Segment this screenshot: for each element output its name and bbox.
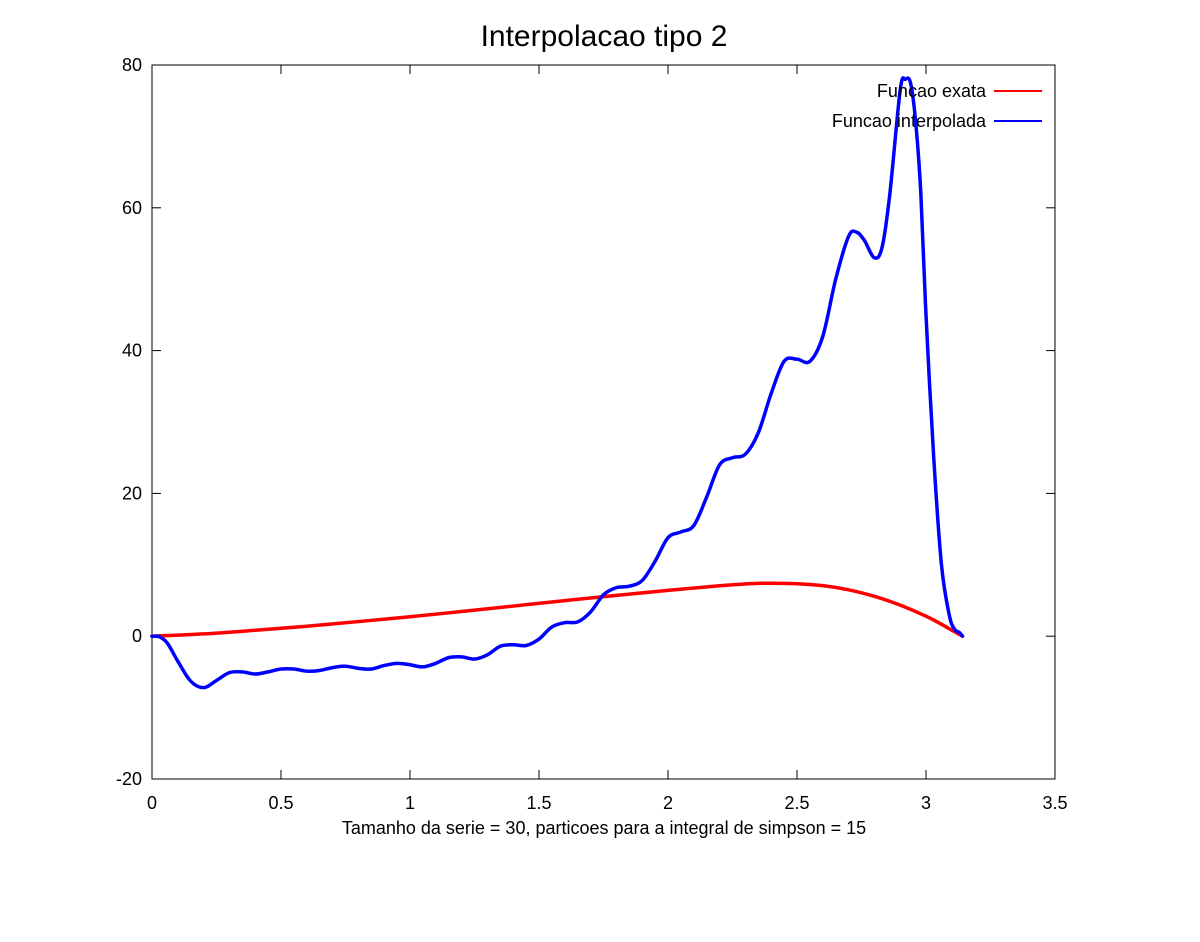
plot-lines (150, 76, 965, 690)
y-tick-label: 60 (122, 198, 142, 218)
y-tick-label: -20 (116, 769, 142, 789)
x-tick-label: 2.5 (784, 793, 809, 813)
x-axis-label: Tamanho da serie = 30, particoes para a … (342, 818, 866, 838)
series-funcao-interpolada-line (150, 76, 965, 690)
x-tick-label: 0.5 (268, 793, 293, 813)
x-tick-label: 1.5 (526, 793, 551, 813)
y-tick-label: 80 (122, 55, 142, 75)
x-tick-label: 3 (921, 793, 931, 813)
chart-title: Interpolacao tipo 2 (481, 20, 728, 53)
plot-frame (151, 64, 1056, 780)
legend-label: Funcao interpolada (832, 111, 987, 131)
y-tick-label: 20 (122, 483, 142, 503)
x-tick-label: 2 (663, 793, 673, 813)
x-tick-label: 0 (147, 793, 157, 813)
legend: Funcao exata Funcao interpolada (832, 81, 1042, 131)
y-tick-label: 0 (132, 626, 142, 646)
x-tick-label: 3.5 (1042, 793, 1067, 813)
y-tick-label: 40 (122, 341, 142, 361)
series-funcao-exata-line (150, 581, 965, 638)
legend-label: Funcao exata (877, 81, 987, 101)
x-tick-label: 1 (405, 793, 415, 813)
